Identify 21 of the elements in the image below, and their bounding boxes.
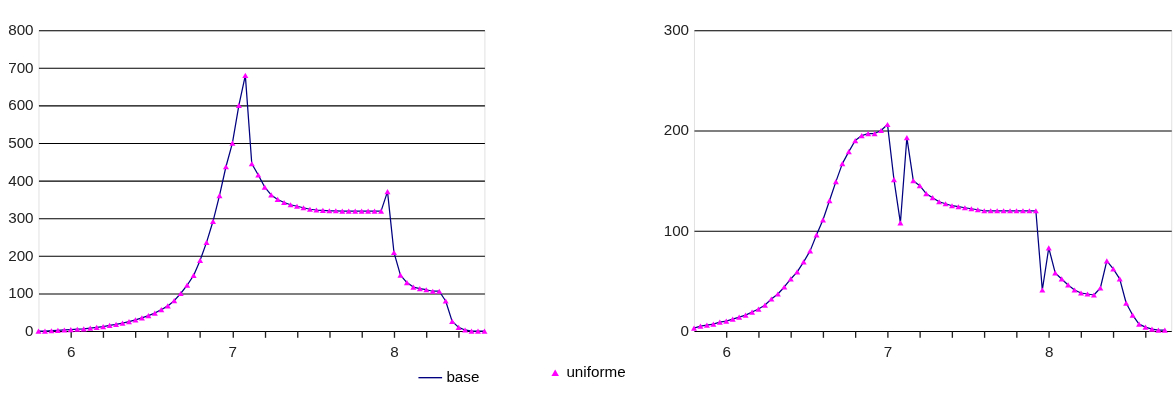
x-tick-label: 8 [1044, 342, 1054, 360]
x-tick-label: 6 [722, 342, 731, 360]
x-tick-label: 8 [390, 342, 399, 360]
y-tick-label: 800 [8, 21, 34, 39]
y-tick-label: 600 [8, 96, 34, 114]
x-tick-label: 7 [228, 342, 238, 360]
y-tick-label: 0 [25, 322, 34, 340]
y-tick-label: 300 [663, 21, 690, 39]
y-tick-label: 700 [8, 58, 34, 76]
x-tick-label: 6 [67, 342, 76, 360]
y-tick-label: 500 [8, 133, 34, 151]
y-tick-label: 300 [8, 209, 34, 227]
y-tick-label: 100 [663, 221, 690, 239]
y-tick-label: 200 [663, 121, 690, 139]
y-tick-label: 100 [8, 284, 34, 302]
x-tick-label: 7 [883, 342, 893, 360]
legend-label: base [446, 368, 480, 386]
y-tick-label: 400 [8, 171, 34, 189]
y-tick-label: 200 [8, 246, 34, 264]
legend-label: uniforme [566, 363, 626, 381]
y-tick-label: 0 [680, 322, 690, 340]
